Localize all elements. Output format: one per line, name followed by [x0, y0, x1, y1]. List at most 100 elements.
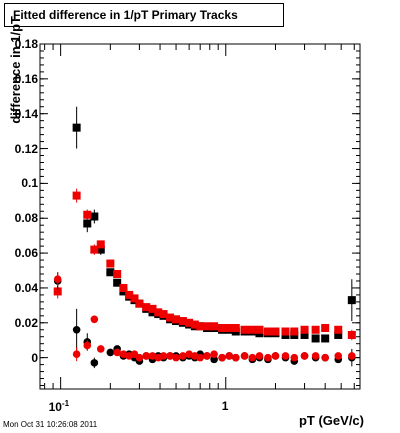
data-point-square	[196, 322, 205, 331]
data-point-circle	[179, 352, 187, 360]
data-point-square	[113, 270, 122, 278]
y-tick-label: 0.06	[14, 246, 38, 261]
data-point-square	[159, 310, 168, 319]
data-point-square	[135, 299, 144, 308]
data-point-square	[90, 212, 99, 221]
data-point-square	[290, 327, 299, 336]
data-point-circle	[53, 275, 62, 284]
data-point-square	[311, 334, 320, 343]
x-axis-title: pT (GeV/c)	[298, 413, 364, 428]
data-point-circle	[72, 325, 81, 334]
y-tick-label: 0.12	[14, 141, 38, 156]
data-point-square	[218, 324, 227, 333]
data-point-square	[142, 303, 151, 312]
data-point-square	[347, 296, 356, 305]
y-tick-label: 0	[31, 350, 38, 365]
data-point-square	[106, 259, 115, 268]
data-point-circle	[172, 353, 180, 362]
data-point-square	[321, 334, 330, 343]
data-point-circle	[271, 352, 280, 360]
data-point-square	[178, 317, 187, 326]
data-point-square	[300, 325, 309, 334]
data-point-circle	[142, 352, 151, 360]
data-point-square	[113, 278, 122, 287]
data-point-square	[263, 327, 272, 336]
data-point-circle	[196, 353, 204, 362]
data-point-square	[334, 330, 343, 339]
y-tick-label: 0.02	[14, 315, 38, 330]
axes	[40, 43, 360, 389]
data-point-circle	[106, 348, 115, 357]
data-point-square	[90, 245, 99, 254]
timestamp-footer: Mon Oct 31 10:26:08 2011	[3, 420, 98, 429]
data-point-circle	[264, 353, 272, 362]
data-point-circle	[159, 352, 168, 360]
data-point-square	[210, 322, 219, 331]
data-point-square	[106, 268, 115, 277]
data-point-circle	[96, 345, 105, 353]
data-point-square	[321, 324, 330, 333]
data-point-square	[347, 330, 356, 339]
data-point-circle	[225, 352, 234, 360]
data-point-square	[83, 219, 92, 228]
data-point-square	[72, 191, 81, 200]
data-point-square	[190, 320, 199, 329]
data-point-square	[311, 325, 320, 334]
x-tick-label: 1	[221, 399, 229, 413]
data-point-square	[334, 325, 343, 334]
data-point-circle	[185, 350, 193, 358]
data-point-circle	[218, 353, 226, 362]
data-point-square	[271, 327, 280, 336]
data-point-square	[231, 324, 240, 333]
data-point-circle	[203, 352, 211, 360]
y-tick-label: 0.16	[14, 71, 38, 86]
data-point-circle	[281, 352, 290, 360]
data-point-circle	[321, 353, 329, 362]
data-point-circle	[210, 355, 218, 364]
data-point-circle	[311, 352, 320, 360]
data-point-square	[154, 308, 163, 317]
data-point-square	[53, 287, 62, 296]
data-point-square	[125, 290, 134, 299]
data-point-circle	[72, 350, 81, 358]
data-point-circle	[166, 352, 174, 360]
y-tick-label: 0.04	[14, 280, 38, 295]
data-point-square	[240, 325, 249, 334]
data-point-square	[255, 325, 264, 334]
data-point-circle	[348, 352, 356, 360]
data-point-circle	[300, 352, 309, 360]
data-point-circle	[334, 352, 343, 360]
data-point-square	[148, 304, 157, 313]
data-point-circle	[119, 350, 128, 358]
data-point-circle	[148, 352, 157, 360]
data-point-square	[300, 330, 309, 339]
data-point-circle	[248, 353, 257, 362]
data-marks	[53, 106, 356, 369]
data-point-square	[185, 318, 194, 327]
data-point-circle	[90, 359, 99, 367]
chart-title: Fitted difference in 1/pT Primary Tracks	[4, 3, 284, 27]
y-tick-label: 0.1	[21, 176, 38, 191]
data-point-circle	[90, 315, 99, 324]
data-point-square	[96, 245, 105, 254]
x-tick-label: 10-1	[48, 399, 70, 414]
data-point-circle	[290, 353, 299, 362]
data-point-square	[130, 294, 139, 303]
data-point-square	[72, 123, 81, 132]
data-point-circle	[231, 353, 240, 362]
data-point-square	[166, 313, 175, 322]
data-point-square	[172, 315, 181, 324]
data-point-square	[281, 327, 290, 336]
data-point-square	[96, 240, 105, 249]
data-point-square	[119, 283, 128, 292]
data-point-square	[248, 325, 257, 334]
data-point-circle	[240, 352, 249, 360]
y-tick-label: 0.18	[14, 37, 38, 51]
data-point-square	[203, 322, 212, 331]
data-point-square	[225, 324, 234, 333]
data-point-circle	[255, 352, 264, 360]
y-tick-label: 0.14	[14, 106, 38, 121]
data-point-square	[83, 210, 92, 219]
data-point-circle	[113, 348, 121, 357]
